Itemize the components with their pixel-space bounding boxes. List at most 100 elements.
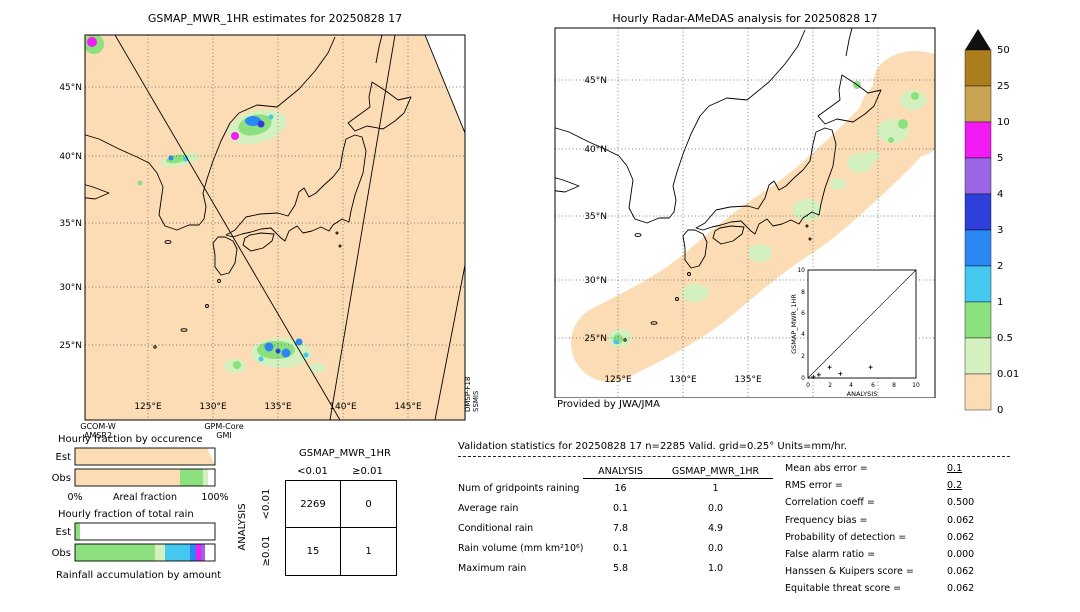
stats-table: ANALYSIS GSMAP_MWR_1HR Num of gridpoints… [458,460,773,578]
colorbar-segment [964,85,992,123]
colorbar-segment [964,121,992,159]
contingency-cell: 2269 [286,481,341,528]
stats-col-analysis: ANALYSIS [583,459,658,479]
inset-x-axis-label: ANALYSIS [847,390,878,398]
stats-row: Maximum rain 5.8 1.0 [458,558,773,578]
right-map-lon-ticks: 125°E 130°E 135°E [604,375,762,385]
metric-label: Probability of detection = [785,531,907,543]
y-tick: 6 [801,310,805,317]
metric-value: 0.1 [947,463,963,475]
row-label-obs: Obs [52,473,71,484]
y-tick: 8 [801,289,805,296]
stats-gsmap-value: 0.0 [707,542,724,554]
colorbar-label: 1 [997,297,1003,308]
contingency-cell: 1 [365,546,372,557]
left-map-content [85,35,465,420]
row-label-est: Est [56,527,72,538]
lat-tick: 45°N [584,76,607,86]
colorbar-segment [964,229,992,267]
left-map-border [84,34,466,421]
map-credit: Provided by JWA/JMA [557,399,660,410]
stats-row-label: Conditional rain [458,522,534,534]
accumulation-caption: Rainfall accumulation by amount [56,570,221,581]
left-map-title: GSMAP_MWR_1HR estimates for 20250828 17 [147,12,403,25]
stats-gsmap-value: 0.0 [707,502,724,514]
colorbar-segment [964,373,992,411]
x-tick: 0 [806,382,810,389]
areal-axis-label: Areal fraction [113,492,177,503]
areal-axis-max: 100% [201,492,228,503]
metric-row: Hanssen & Kuipers score = 0.062 [785,563,974,580]
stats-analysis-value: 0.1 [612,502,629,514]
metric-value: 0.062 [947,583,975,595]
metric-row: Mean abs error = 0.1 [785,460,974,477]
inset-y-axis-label: GSMAP_MWR_1HR [790,294,798,354]
y-tick: 10 [797,267,805,274]
contingency-grid: 2269 0 15 1 [285,480,397,576]
metric-row: RMS error = 0.2 [785,477,974,494]
contingency-cell: 0 [341,481,396,528]
x-tick: 8 [892,382,896,389]
x-tick: 4 [849,382,853,389]
inset-scatter: 0 2 4 6 8 10 0 2 4 6 8 10 ANALYSIS GSMAP… [790,267,920,398]
lon-tick: 125°E [134,402,162,412]
stats-row: Num of gridpoints raining 16 1 [458,478,773,498]
inset-y-ticks: 0 2 4 6 8 10 [797,267,805,382]
sensor-instrument: AMSR2 [83,431,113,440]
colorbar-label: 0.01 [997,369,1019,380]
total-rain-bar-est [74,522,216,541]
colorbar-label: 3 [997,225,1003,236]
lon-tick: 140°E [329,402,357,412]
lon-tick: 145°E [394,402,422,412]
stats-col-gsmap: GSMAP_MWR_1HR [658,459,773,479]
colorbar-label: 50 [997,45,1010,56]
validation-stats-panel: Validation statistics for 20250828 17 n=… [455,438,1015,610]
y-tick: 0 [801,375,805,382]
contingency-cell: 15 [286,528,341,575]
right-map-title: Hourly Radar-AMeDAS analysis for 2025082… [612,12,878,25]
x-tick: 2 [828,382,832,389]
metric-value: 0.062 [947,514,975,526]
colorbar-segment [964,265,992,303]
lon-tick: 135°E [734,375,762,385]
colorbar-segment [964,301,992,339]
contingency-title: GSMAP_MWR_1HR [299,448,391,459]
sensor-label-dmsp: DMSP-F18 SSMIS [464,377,480,412]
stats-row: Average rain 0.1 0.0 [458,498,773,518]
y-tick: 2 [801,353,805,360]
left-map-lon-ticks: 125°E 130°E 135°E 140°E 145°E [134,402,422,412]
left-map: 45°N 40°N 35°N 30°N 25°N 125°E 130°E 135… [59,34,466,421]
colorbar-segments [964,49,992,411]
sensor-name: GPM-Core [204,422,244,431]
metric-value: 0.062 [947,566,975,578]
occurrence-bar-obs [74,468,216,487]
occurrence-bar-est [74,447,216,466]
stats-gsmap-value: 4.9 [707,522,724,534]
right-map-content [555,28,935,398]
metric-row: Probability of detection = 0.062 [785,529,974,546]
row-label-obs: Obs [52,548,71,559]
metric-label: Frequency bias = [785,514,868,526]
stats-header: Validation statistics for 20250828 17 n=… [458,441,1010,457]
colorbar-label: 10 [997,117,1010,128]
stats-row-label: Num of gridpoints raining [458,482,580,494]
colorbar-tick-labels: 50 25 10 5 4 3 2 1 0.5 0.01 0 [997,45,1019,416]
colorbar-label: 5 [997,153,1003,164]
stats-gsmap-value: 1 [712,482,719,494]
metric-label: Mean abs error = [785,463,868,475]
contingency-row-axis: ANALYSIS [237,503,248,551]
stats-analysis-value: 16 [614,482,627,494]
colorbar-segment [964,193,992,231]
right-map-lat-ticks: 45°N 40°N 35°N 30°N 25°N [584,76,607,344]
metric-row: False alarm ratio = 0.000 [785,546,974,563]
contingency-col-header: <0.01 [297,466,328,477]
stats-analysis-value: 7.8 [612,522,629,534]
metric-row: Correlation coeff = 0.500 [785,494,974,511]
colorbar-label: 2 [997,261,1003,272]
right-map-border [554,27,936,398]
metric-label: RMS error = [785,480,843,492]
stats-analysis-value: 0.1 [612,542,629,554]
stats-row: Rain volume (mm km²10⁶) 0.1 0.0 [458,538,773,558]
lon-tick: 130°E [669,375,697,385]
